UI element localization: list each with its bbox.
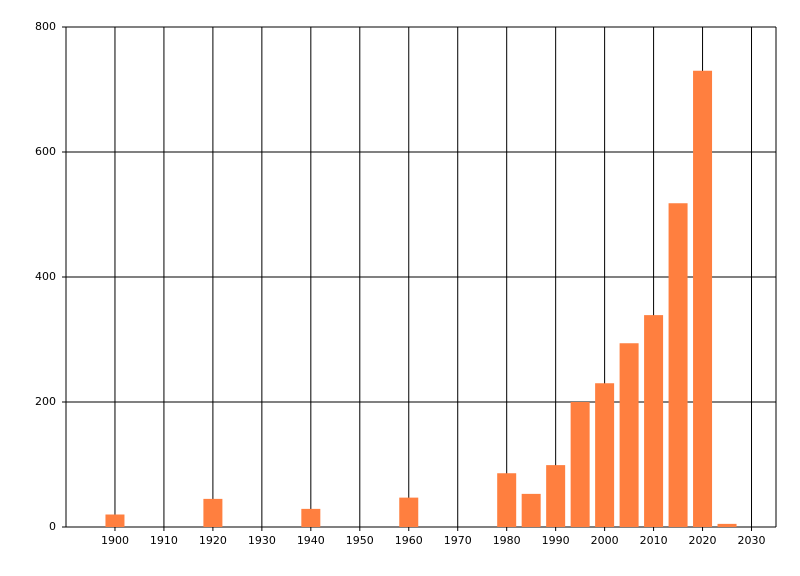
bar xyxy=(619,343,639,527)
y-tick-label: 600 xyxy=(35,145,56,158)
bar xyxy=(693,70,713,527)
x-tick-label: 1990 xyxy=(542,534,570,547)
bar xyxy=(546,465,566,527)
bar xyxy=(105,514,125,527)
x-tick-label: 2000 xyxy=(591,534,619,547)
x-tick-label: 1940 xyxy=(297,534,325,547)
bar xyxy=(521,493,541,527)
bar xyxy=(301,508,321,527)
y-tick-label: 200 xyxy=(35,395,56,408)
x-tick-label: 1950 xyxy=(346,534,374,547)
x-tick-label: 1900 xyxy=(101,534,129,547)
x-tick-label: 1930 xyxy=(248,534,276,547)
bar xyxy=(668,203,688,527)
x-tick-label: 1980 xyxy=(493,534,521,547)
x-tick-label: 2030 xyxy=(738,534,766,547)
bar xyxy=(570,402,590,527)
x-tick-label: 1910 xyxy=(150,534,178,547)
bar xyxy=(644,315,664,527)
bar xyxy=(203,498,223,527)
y-tick-label: 400 xyxy=(35,270,56,283)
bar xyxy=(717,523,737,527)
x-tick-label: 2010 xyxy=(640,534,668,547)
x-tick-label: 1920 xyxy=(199,534,227,547)
bar xyxy=(399,497,419,527)
x-tick-label: 1970 xyxy=(444,534,472,547)
x-tick-label: 1960 xyxy=(395,534,423,547)
y-tick-label: 0 xyxy=(49,520,56,533)
x-tick-label: 2020 xyxy=(689,534,717,547)
bar xyxy=(497,473,517,527)
y-tick-label: 800 xyxy=(35,20,56,33)
bar xyxy=(595,383,615,527)
